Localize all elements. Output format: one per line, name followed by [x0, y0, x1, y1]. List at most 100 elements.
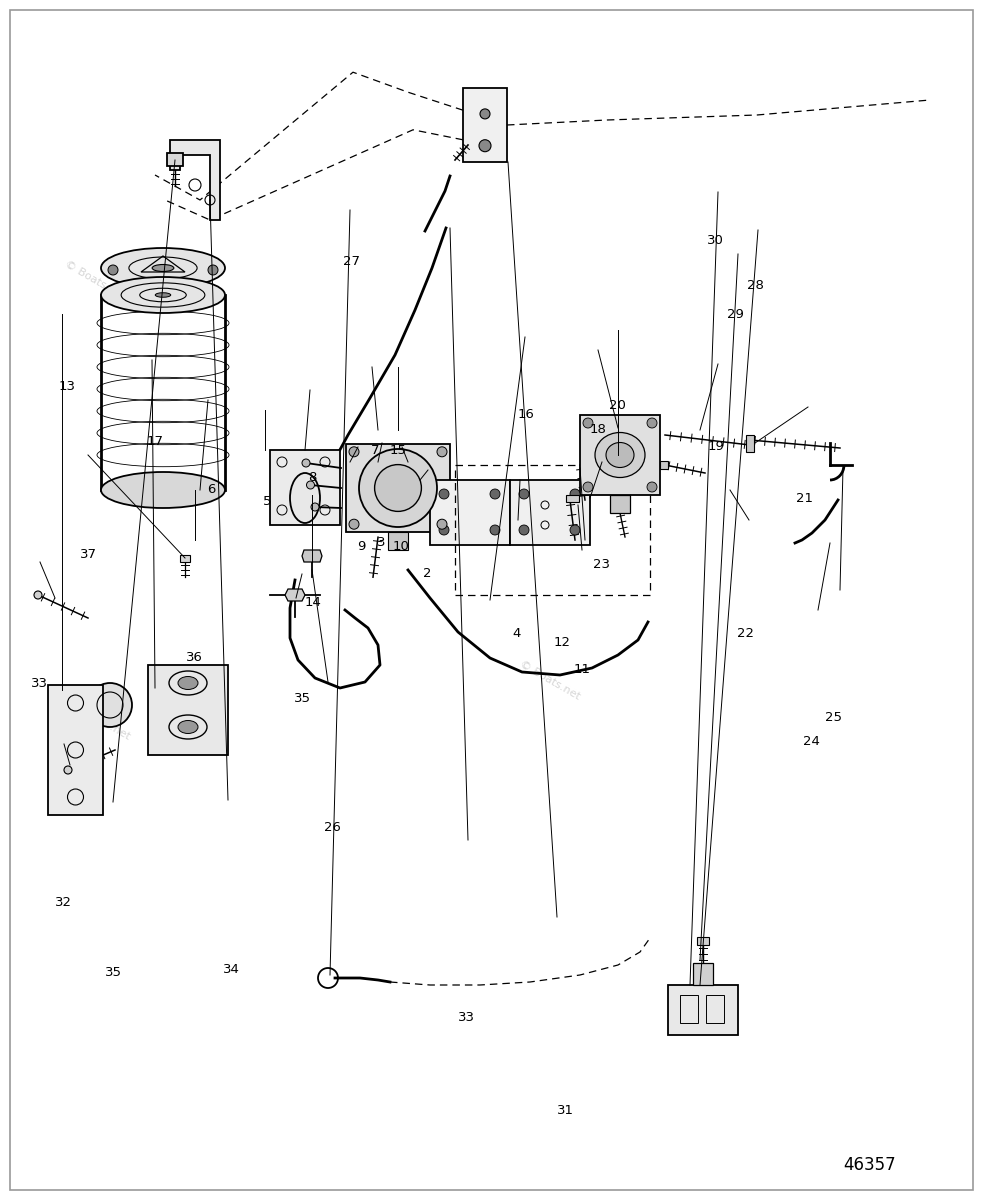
Circle shape: [583, 418, 593, 428]
Circle shape: [375, 464, 422, 511]
Polygon shape: [693, 962, 713, 985]
Ellipse shape: [101, 277, 225, 313]
Circle shape: [490, 490, 500, 499]
Polygon shape: [346, 444, 450, 533]
Circle shape: [647, 482, 657, 492]
Text: 28: 28: [746, 280, 764, 292]
Circle shape: [349, 446, 359, 457]
Polygon shape: [746, 434, 754, 452]
Text: 3: 3: [377, 536, 385, 548]
Polygon shape: [285, 589, 305, 601]
Text: 4: 4: [512, 628, 520, 640]
Text: 26: 26: [323, 822, 341, 834]
Ellipse shape: [178, 677, 198, 690]
Polygon shape: [510, 480, 590, 545]
Circle shape: [583, 482, 593, 492]
Circle shape: [64, 766, 72, 774]
Circle shape: [437, 446, 447, 457]
Circle shape: [307, 481, 315, 490]
Text: 23: 23: [593, 558, 610, 570]
Ellipse shape: [178, 720, 198, 733]
Text: 11: 11: [573, 664, 591, 676]
Circle shape: [34, 590, 42, 599]
Text: 34: 34: [222, 964, 240, 976]
Polygon shape: [148, 665, 228, 755]
Text: 35: 35: [104, 966, 122, 978]
Ellipse shape: [290, 473, 320, 523]
Text: © Boats.net: © Boats.net: [63, 259, 127, 301]
Polygon shape: [463, 88, 507, 162]
Polygon shape: [697, 937, 709, 946]
Text: 29: 29: [726, 308, 744, 320]
Circle shape: [490, 526, 500, 535]
Circle shape: [570, 490, 580, 499]
Polygon shape: [302, 550, 322, 562]
Polygon shape: [170, 140, 220, 220]
Text: 9: 9: [358, 540, 366, 552]
Text: 16: 16: [517, 408, 535, 420]
Circle shape: [359, 449, 437, 527]
Text: 15: 15: [389, 444, 407, 456]
Text: 10: 10: [392, 540, 410, 552]
Circle shape: [647, 418, 657, 428]
Text: 13: 13: [58, 380, 76, 392]
Ellipse shape: [606, 443, 634, 468]
Polygon shape: [48, 685, 103, 815]
Circle shape: [439, 526, 449, 535]
Polygon shape: [430, 480, 510, 545]
Circle shape: [311, 503, 319, 511]
Polygon shape: [668, 985, 738, 1034]
Text: 37: 37: [80, 548, 97, 560]
Circle shape: [439, 490, 449, 499]
Text: © Boats.net: © Boats.net: [518, 659, 582, 701]
Text: 35: 35: [294, 692, 312, 704]
Text: 32: 32: [55, 896, 73, 908]
Ellipse shape: [101, 472, 225, 508]
Ellipse shape: [101, 248, 225, 288]
Text: 20: 20: [608, 400, 626, 412]
Text: 8: 8: [309, 472, 317, 484]
Polygon shape: [660, 461, 668, 469]
Text: 17: 17: [146, 436, 164, 448]
Polygon shape: [566, 494, 579, 502]
Text: 14: 14: [304, 596, 321, 608]
Text: 33: 33: [458, 1012, 476, 1024]
Text: 30: 30: [707, 234, 724, 246]
Text: 36: 36: [186, 652, 203, 664]
Circle shape: [479, 139, 491, 151]
Text: 22: 22: [736, 628, 754, 640]
Text: 12: 12: [553, 636, 571, 648]
Polygon shape: [167, 152, 183, 166]
Text: 24: 24: [802, 736, 820, 748]
Text: 5: 5: [263, 496, 271, 508]
Polygon shape: [610, 494, 630, 514]
Text: 18: 18: [589, 424, 607, 436]
Text: 33: 33: [30, 678, 48, 690]
Text: 2: 2: [424, 568, 432, 580]
Text: 46357: 46357: [843, 1156, 896, 1174]
Polygon shape: [180, 554, 190, 562]
Text: 25: 25: [825, 712, 842, 724]
Polygon shape: [580, 415, 660, 494]
Circle shape: [519, 490, 529, 499]
Circle shape: [519, 526, 529, 535]
Circle shape: [302, 458, 310, 467]
Polygon shape: [388, 533, 408, 550]
Polygon shape: [270, 450, 340, 526]
Text: 21: 21: [795, 492, 813, 504]
Circle shape: [108, 265, 118, 275]
Circle shape: [437, 520, 447, 529]
Circle shape: [480, 109, 490, 119]
Text: 27: 27: [343, 256, 361, 268]
Ellipse shape: [152, 264, 174, 271]
Text: 6: 6: [207, 484, 215, 496]
Circle shape: [88, 683, 132, 727]
Text: © Boats.net: © Boats.net: [68, 698, 132, 742]
Circle shape: [570, 526, 580, 535]
Text: 31: 31: [556, 1104, 574, 1116]
Ellipse shape: [155, 293, 171, 298]
Circle shape: [349, 520, 359, 529]
Text: 7: 7: [372, 444, 379, 456]
Ellipse shape: [595, 432, 645, 478]
Circle shape: [208, 265, 218, 275]
